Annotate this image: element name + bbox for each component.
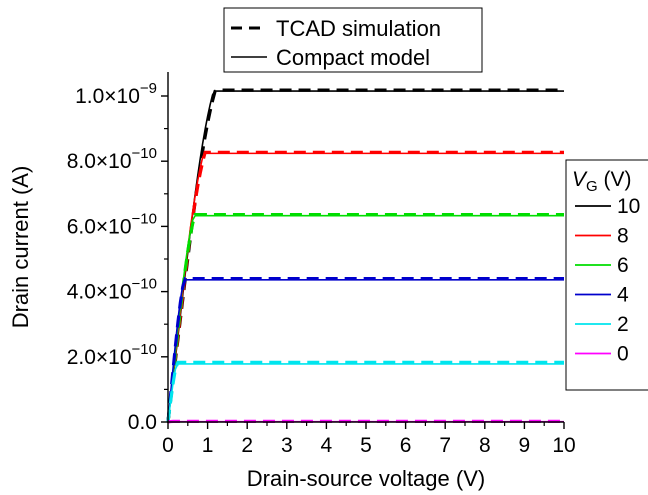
y-tick-mantissa: 6.0×10: [67, 215, 132, 238]
legend-tcad-label: TCAD simulation: [276, 16, 441, 41]
vg-legend-label-0: 0: [617, 343, 629, 366]
compact-curve-vg-8: [167, 152, 564, 423]
tcad-curve-vg-10: [166, 88, 564, 423]
plot-lines: [166, 88, 564, 424]
vg-title-symbol: V: [572, 168, 588, 191]
y-tick-mantissa: 1.0×10: [75, 85, 140, 108]
tcad-curve-vg-4: [166, 276, 564, 423]
vg-title-unit: (V): [598, 168, 632, 191]
tcad-curve-vg-2: [166, 360, 564, 423]
y-tick-exponent: −9: [140, 80, 157, 97]
y-tick-mantissa: 8.0×10: [67, 150, 132, 173]
style-legend: TCAD simulation Compact model: [223, 7, 483, 73]
x-tick-label: 9: [519, 434, 531, 457]
ticks: 0 1 2 3 4 5 6 7 8 9 100.02.0×10−104.0×10−106.0×10−…: [67, 80, 576, 457]
x-tick-label: 8: [479, 434, 491, 457]
y-tick-mantissa: 4.0×10: [67, 281, 132, 304]
vg-title-subscript: G: [586, 178, 598, 195]
style-legend-box: [223, 7, 483, 73]
y-tick-mantissa: 0.0: [128, 411, 157, 434]
vg-legend: VG (V) 10 8 6 4 2 0: [565, 159, 648, 391]
compact-curve-vg-6: [167, 214, 564, 423]
legend-compact-label: Compact model: [276, 45, 430, 70]
y-tick-label: 6.0×10−10: [67, 210, 157, 238]
y-tick-exponent: −10: [132, 276, 157, 293]
x-tick-label: 3: [281, 434, 293, 457]
compact-curve-vg-10: [167, 90, 564, 423]
x-tick-label: 0: [162, 434, 174, 457]
x-tick-label: 6: [400, 434, 412, 457]
x-tick-label: 4: [321, 434, 333, 457]
y-tick-mantissa: 2.0×10: [67, 346, 132, 369]
x-axis-title: Drain-source voltage (V): [247, 466, 485, 491]
x-tick-label: 5: [360, 434, 372, 457]
x-tick-label: 10: [552, 434, 575, 457]
vg-legend-title: VG (V): [572, 168, 632, 195]
tcad-curve-vg-8: [166, 150, 564, 423]
vg-legend-box: [565, 159, 648, 391]
axes: [167, 72, 564, 423]
vg-legend-label-6: 6: [617, 254, 629, 277]
y-tick-label: 2.0×10−10: [67, 341, 157, 369]
vg-legend-label-10: 10: [617, 195, 640, 218]
y-axis-title: Drain current (A): [8, 166, 33, 329]
vg-legend-label-4: 4: [617, 284, 629, 307]
y-tick-exponent: −10: [132, 210, 157, 227]
compact-curve-vg-4: [167, 279, 564, 423]
y-tick-exponent: −10: [132, 341, 157, 358]
y-tick-label: 1.0×10−9: [75, 80, 157, 108]
vg-legend-label-8: 8: [617, 225, 629, 248]
compact-curve-vg-2: [167, 363, 564, 423]
tcad-curve-vg-6: [166, 213, 564, 423]
y-tick-label: 0.0: [128, 411, 157, 434]
x-tick-label: 2: [241, 434, 253, 457]
y-tick-label: 8.0×10−10: [67, 145, 157, 173]
x-tick-label: 1: [202, 434, 214, 457]
y-tick-label: 4.0×10−10: [67, 276, 157, 304]
y-tick-exponent: −10: [132, 145, 157, 162]
x-tick-label: 7: [439, 434, 451, 457]
vg-legend-label-2: 2: [617, 313, 629, 336]
